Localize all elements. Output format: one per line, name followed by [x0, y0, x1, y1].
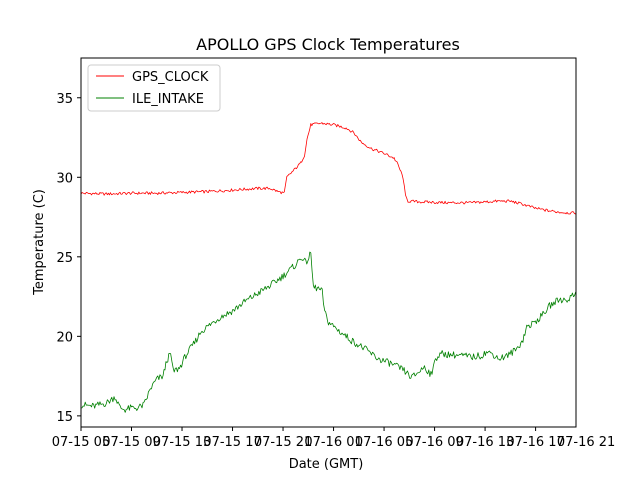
- x-axis-label: Date (GMT): [289, 457, 364, 472]
- x-tick-label: 07-15 05: [52, 435, 110, 450]
- y-axis-label: Temperature (C): [32, 189, 47, 296]
- series-line-gps-clock: [81, 122, 576, 215]
- y-tick-label: 25: [56, 251, 73, 266]
- x-tick-label: 07-16 05: [355, 435, 413, 450]
- legend: GPS_CLOCK ILE_INTAKE: [87, 64, 221, 112]
- chart-title: APOLLO GPS Clock Temperatures: [196, 35, 460, 54]
- x-tick-label: 07-16 09: [405, 435, 463, 450]
- legend-label: ILE_INTAKE: [132, 92, 204, 107]
- x-tick-label: 07-15 21: [254, 435, 312, 450]
- plot-frame: [80, 57, 577, 428]
- y-tick-label: 20: [56, 330, 73, 345]
- y-tick-label: 35: [56, 92, 73, 107]
- x-tick-label: 07-16 21: [557, 435, 615, 450]
- x-tick-label: 07-15 13: [153, 435, 211, 450]
- x-tick-label: 07-16 17: [506, 435, 564, 450]
- series-lines: [81, 122, 576, 413]
- y-tick-label: 15: [56, 410, 73, 425]
- legend-label: GPS_CLOCK: [132, 70, 209, 85]
- series-line-ile-intake: [81, 251, 576, 413]
- x-tick-label: 07-15 17: [203, 435, 261, 450]
- x-tick-label: 07-16 01: [304, 435, 362, 450]
- x-tick-label: 07-15 09: [102, 435, 160, 450]
- y-tick-label: 30: [56, 171, 73, 186]
- x-tick-label: 07-16 13: [456, 435, 514, 450]
